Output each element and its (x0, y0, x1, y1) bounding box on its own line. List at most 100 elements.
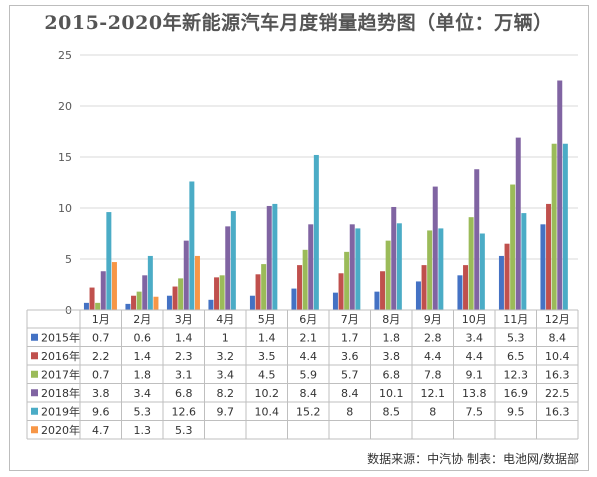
data-label: 2.1 (300, 331, 318, 344)
bar (515, 137, 521, 310)
data-label: 3.5 (258, 350, 276, 363)
data-label: 22.5 (545, 387, 570, 400)
data-label: 5.7 (341, 368, 359, 381)
data-label: 15.2 (296, 405, 321, 418)
data-label: 9.7 (217, 405, 235, 418)
bar (385, 240, 391, 310)
legend-label: 2020年 (41, 423, 80, 437)
legend-swatch (31, 426, 38, 434)
bar (332, 292, 338, 310)
data-label: 5.3 (134, 405, 152, 418)
data-label: 3.8 (92, 387, 110, 400)
bar (106, 212, 112, 310)
bar (214, 277, 220, 310)
x-tick-label: 7月 (341, 313, 359, 326)
bar (391, 206, 397, 310)
legend-label: 2015年 (41, 330, 80, 344)
legend-swatch (31, 352, 38, 360)
legend-label: 2018年 (41, 386, 80, 400)
x-tick-label: 3月 (175, 313, 193, 326)
bar (297, 265, 303, 310)
bar (338, 273, 344, 310)
data-label: 3.4 (217, 368, 235, 381)
data-label: 3.4 (466, 331, 484, 344)
data-label: 3.6 (341, 350, 359, 363)
bar (474, 169, 480, 310)
data-label: 4.5 (258, 368, 276, 381)
bar (510, 184, 516, 310)
source-note: 数据来源：中汽协 制表：电池网/数据部 (367, 452, 579, 466)
bar (125, 303, 131, 310)
x-tick-label: 2月 (133, 313, 151, 326)
bar (540, 224, 546, 310)
bar (261, 264, 267, 310)
data-label: 0.7 (92, 331, 110, 344)
bar (427, 230, 433, 310)
data-label: 10.1 (379, 387, 404, 400)
bar (421, 265, 427, 310)
bar (468, 217, 474, 310)
bar (189, 181, 195, 310)
bar (479, 233, 485, 310)
data-label: 0.7 (92, 368, 110, 381)
bar (504, 243, 510, 310)
data-label: 16.3 (545, 368, 570, 381)
x-tick-label: 9月 (424, 313, 442, 326)
bar (230, 211, 236, 310)
data-label: 10.2 (255, 387, 280, 400)
bar (551, 143, 557, 310)
bar (415, 281, 421, 310)
x-tick-label: 10月 (462, 313, 487, 326)
x-tick-label: 1月 (92, 313, 110, 326)
data-label: 12.1 (421, 387, 446, 400)
data-label: 1.3 (134, 424, 152, 437)
data-label: 1.4 (175, 331, 193, 344)
data-label: 1 (222, 331, 229, 344)
bar (266, 205, 272, 310)
data-label: 9.5 (507, 405, 525, 418)
y-tick-label: 10 (58, 202, 72, 215)
legend-label: 2017年 (41, 367, 80, 381)
data-label: 3.2 (217, 350, 235, 363)
data-label: 10.4 (545, 350, 570, 363)
chart-frame (9, 5, 589, 471)
bar (153, 296, 159, 310)
x-tick-label: 12月 (545, 313, 570, 326)
bar (166, 295, 172, 310)
data-label: 0.6 (134, 331, 152, 344)
y-tick-label: 20 (58, 100, 72, 113)
data-label: 12.3 (504, 368, 529, 381)
data-label: 6.8 (383, 368, 401, 381)
data-label: 4.4 (466, 350, 484, 363)
data-label: 16.3 (545, 405, 570, 418)
bar (142, 275, 148, 310)
data-label: 13.8 (462, 387, 487, 400)
chart-title: 2015-2020年新能源汽车月度销量趋势图（单位：万辆） (44, 12, 553, 34)
data-label: 5.3 (507, 331, 525, 344)
bar (291, 288, 297, 310)
legend-label: 2016年 (41, 349, 80, 363)
bar (131, 295, 137, 310)
bar (498, 255, 504, 310)
bar (194, 255, 200, 310)
bar (308, 224, 314, 310)
bar (183, 240, 189, 310)
data-label: 6.8 (175, 387, 193, 400)
data-label: 8 (429, 405, 436, 418)
legend-swatch (31, 389, 38, 397)
bar (344, 251, 350, 310)
bar (457, 275, 463, 310)
bar (438, 228, 444, 310)
data-label: 1.7 (341, 331, 359, 344)
bar (355, 228, 361, 310)
bar (172, 286, 178, 310)
x-tick-label: 6月 (299, 313, 317, 326)
data-label: 3.1 (175, 368, 193, 381)
bar (208, 299, 214, 310)
data-label: 7.8 (424, 368, 442, 381)
data-label: 3.8 (383, 350, 401, 363)
bar (562, 143, 568, 310)
data-label: 1.8 (134, 368, 152, 381)
bar (136, 291, 142, 310)
